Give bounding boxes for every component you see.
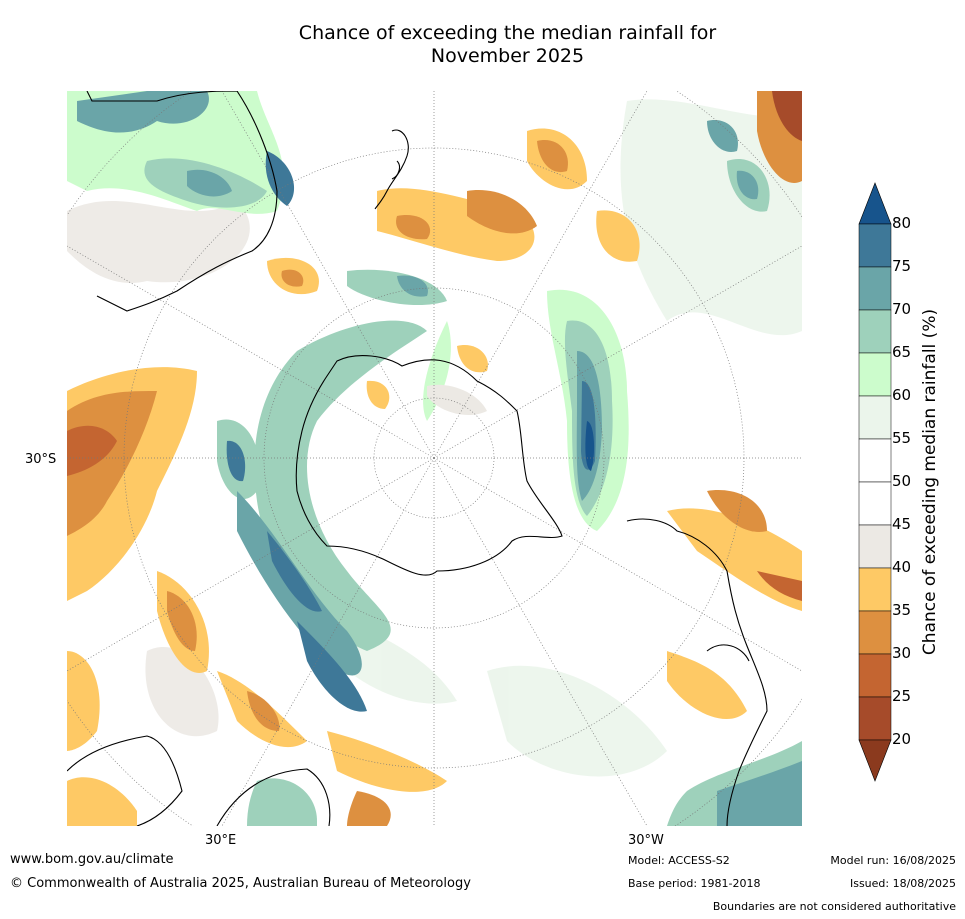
lon-tick-30e: 30°E — [205, 833, 237, 848]
colorbar-tick-label: 60 — [892, 386, 912, 404]
colorbar-bin — [858, 438, 892, 483]
new-zealand-coastline — [374, 129, 409, 210]
atlantic-dry-region — [67, 367, 447, 826]
australia-coastline — [67, 735, 183, 826]
colorbar-bin — [858, 653, 892, 698]
disclaimer-text: Boundaries are not considered authoritat… — [712, 900, 956, 913]
colorbar — [858, 182, 892, 782]
rainfall-map — [67, 91, 802, 826]
south-america-dry-region — [667, 490, 802, 720]
colorbar-tick-label: 25 — [892, 687, 912, 705]
lon-tick-30w: 30°W — [628, 833, 664, 848]
colorbar-bin — [858, 395, 892, 440]
south-america-coastline — [626, 518, 768, 826]
colorbar-label: Chance of exceeding median rainfall (%) — [920, 308, 940, 656]
colorbar-tick-label: 55 — [892, 429, 912, 447]
pacific-wet-spots — [347, 120, 770, 306]
colorbar-bin — [858, 223, 892, 268]
coastal-dry-patches — [366, 345, 488, 416]
colorbar-bin — [858, 309, 892, 354]
southern-ocean-wet-ring — [217, 320, 451, 712]
graticule — [67, 91, 802, 826]
issued-text: Issued: 18/08/2025 — [849, 877, 956, 890]
colorbar-tick-label: 50 — [892, 472, 912, 490]
colorbar-tick-label: 35 — [892, 601, 912, 619]
colorbar-tick-label: 40 — [892, 558, 912, 576]
colorbar-bin — [858, 266, 892, 311]
colorbar-bin — [858, 610, 892, 655]
colorbar-bin — [858, 352, 892, 397]
colorbar-bin — [858, 524, 892, 569]
colorbar-tick-label: 30 — [892, 644, 912, 662]
antarctica-coastline — [295, 355, 563, 576]
pacific-dry-region — [267, 91, 802, 295]
map-title: Chance of exceeding the median rainfall … — [0, 22, 965, 68]
colorbar-tick-label: 80 — [892, 214, 912, 232]
colorbar-over-arrow — [858, 182, 892, 225]
colorbar-under-arrow — [858, 739, 892, 782]
colorbar-bin — [858, 567, 892, 612]
lat-tick-30s: 30°S — [25, 452, 57, 467]
title-line-1: Chance of exceeding the median rainfall … — [298, 22, 717, 44]
colorbar-bin — [858, 481, 892, 526]
colorbar-tick-label: 20 — [892, 730, 912, 748]
colorbar-tick-label: 65 — [892, 343, 912, 361]
australia-south-coastline — [216, 768, 331, 826]
model-text: Model: ACCESS-S2 — [628, 854, 730, 867]
colorbar-bin — [858, 696, 892, 741]
model-run-text: Model run: 16/08/2025 — [830, 854, 956, 867]
colorbar-tick-label: 75 — [892, 257, 912, 275]
copyright-text: © Commonwealth of Australia 2025, Austra… — [10, 876, 471, 891]
coastlines — [67, 91, 768, 826]
title-line-2: November 2025 — [430, 45, 585, 67]
website-link[interactable]: www.bom.gov.au/climate — [10, 852, 174, 867]
africa-coastline — [86, 91, 278, 312]
drake-passage-wet-band — [547, 289, 629, 531]
base-period-text: Base period: 1981-2018 — [628, 877, 761, 890]
colorbar-tick-label: 45 — [892, 515, 912, 533]
colorbar-tick-label: 70 — [892, 300, 912, 318]
